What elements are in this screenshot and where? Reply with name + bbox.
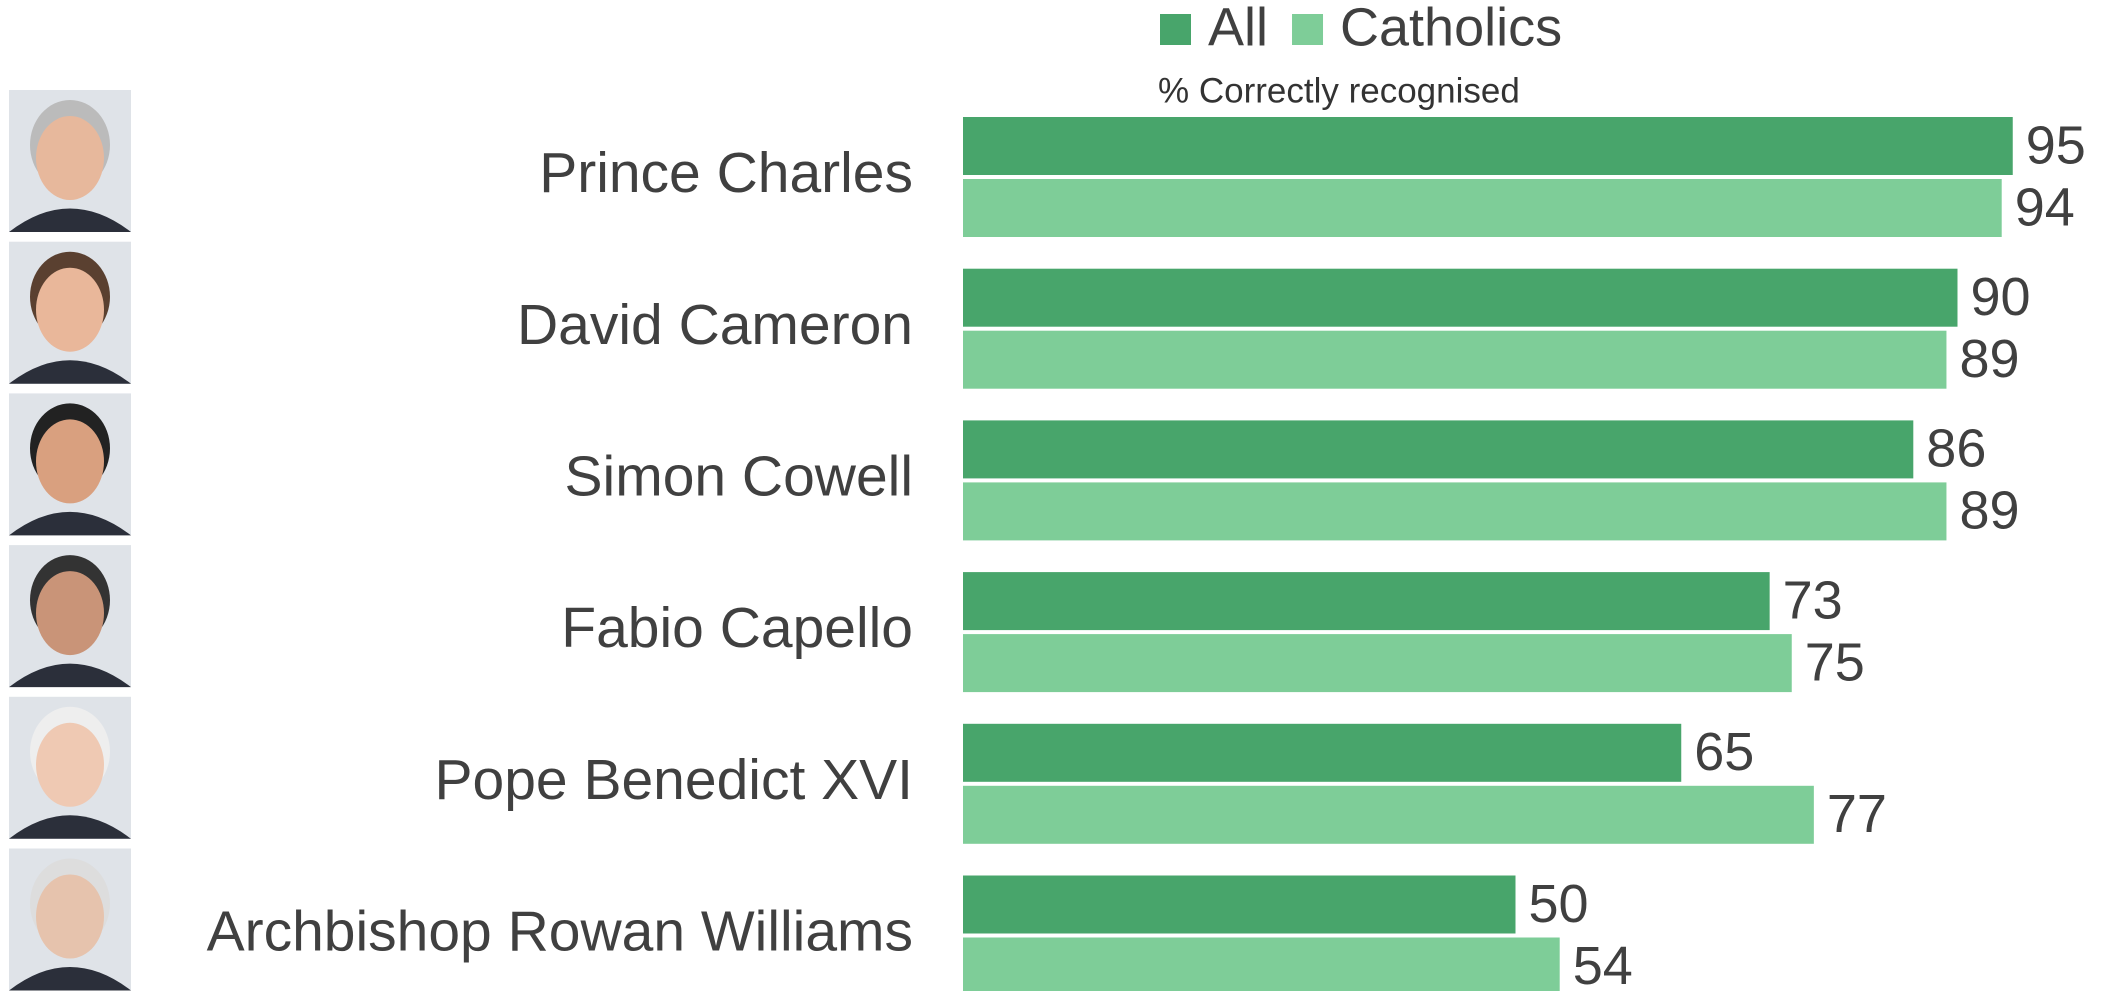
bar [963,117,2013,175]
photo-shoulders [9,360,131,384]
value-label: 77 [1827,784,1887,844]
photo-shoulders [9,663,131,688]
photo-face [36,571,104,656]
bar [963,268,1958,327]
photo-shoulders [9,511,131,536]
bar [963,482,1947,541]
bar [963,420,1914,479]
legend-label: All [1208,0,1268,57]
bar [963,330,1947,389]
bar [963,785,1814,844]
category-label: Archbishop Rowan Williams [207,900,913,964]
category-label: Fabio Capello [561,596,913,660]
photo-face [36,874,104,959]
value-label: 86 [1926,419,1986,479]
legend-swatch [1292,14,1324,45]
chart-subtitle: % Correctly recognised [1158,71,1520,110]
value-label: 90 [1971,267,2031,327]
bar [963,875,1516,934]
bar [963,723,1682,782]
value-label: 94 [2015,177,2075,237]
legend-swatch [1160,14,1191,45]
photo-face [36,722,104,807]
photo-shoulders [9,815,131,839]
bar [963,572,1770,631]
value-label: 95 [2026,115,2086,175]
photo-shoulders [9,208,131,232]
category-label: Simon Cowell [565,444,913,508]
category-label: Pope Benedict XVI [435,748,914,812]
value-label: 89 [1959,329,2019,389]
category-label: David Cameron [517,293,913,357]
value-label: 54 [1573,936,1633,991]
value-label: 73 [1783,570,1843,630]
value-label: 50 [1529,874,1589,934]
legend-label: Catholics [1340,0,1562,57]
value-label: 65 [1694,722,1754,782]
photo-face [36,419,104,504]
bar [963,179,2002,237]
photo-face [36,267,104,352]
category-label: Prince Charles [539,141,913,205]
photo-face [36,116,104,200]
value-label: 75 [1805,632,1865,692]
photos [9,90,131,991]
photo-shoulders [9,967,131,991]
bar [963,937,1560,991]
bar [963,634,1792,693]
value-label: 89 [1959,481,2019,541]
